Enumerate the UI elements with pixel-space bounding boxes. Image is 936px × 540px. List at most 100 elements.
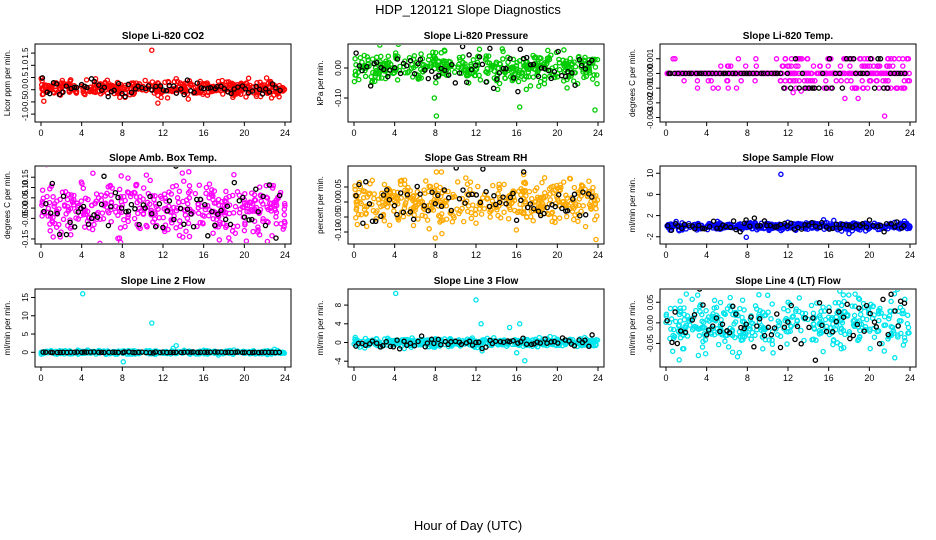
data-point: [857, 311, 864, 318]
reference-point: [494, 76, 500, 82]
data-point: [538, 55, 544, 62]
reference-point: [123, 208, 129, 215]
outlier-point: [842, 95, 848, 102]
reference-point: [178, 86, 184, 92]
data-point: [815, 70, 821, 77]
data-point: [810, 321, 817, 327]
data-point: [881, 348, 888, 354]
data-point: [568, 73, 574, 79]
reference-point: [142, 85, 149, 92]
reference-point: [363, 179, 369, 185]
data-point: [485, 53, 492, 59]
data-point: [416, 74, 423, 81]
data-point: [551, 214, 558, 221]
x-tick-label: 16: [512, 373, 522, 383]
data-point: [491, 68, 497, 74]
data-point: [898, 330, 904, 337]
reference-point: [380, 343, 386, 349]
x-tick-label: 0: [38, 250, 43, 260]
data-point: [714, 326, 720, 332]
data-point: [269, 232, 275, 239]
data-point: [401, 177, 408, 183]
reference-point: [410, 216, 417, 223]
data-point: [374, 208, 380, 214]
reference-point: [829, 85, 835, 91]
data-point: [580, 183, 586, 189]
data-point: [675, 328, 682, 335]
x-tick-label: 8: [433, 373, 438, 383]
y-tick-label: 0.05: [21, 189, 30, 205]
data-point: [838, 302, 845, 309]
reference-point: [132, 86, 139, 92]
data-point: [500, 48, 506, 55]
reference-point: [864, 70, 870, 77]
reference-point: [861, 328, 867, 334]
data-point: [65, 191, 72, 198]
data-point: [186, 169, 192, 175]
outlier-point: [431, 95, 438, 101]
data-point: [386, 187, 393, 193]
data-point: [482, 56, 489, 63]
figure-title: HDP_120121 Slope Diagnostics: [375, 2, 561, 17]
data-point: [676, 322, 682, 328]
reference-point: [197, 196, 204, 203]
data-point: [164, 95, 171, 101]
data-point: [759, 309, 766, 316]
data-point: [829, 316, 835, 323]
reference-point: [441, 187, 448, 193]
reference-point: [686, 285, 690, 289]
reference-point: [422, 67, 428, 73]
data-point: [593, 205, 599, 212]
x-tick-label: 20: [864, 250, 874, 260]
data-point: [166, 79, 172, 86]
reference-point: [122, 93, 128, 100]
data-point: [433, 79, 439, 86]
data-point: [805, 70, 812, 77]
data-point: [447, 210, 454, 216]
data-point: [264, 238, 271, 243]
data-point: [769, 341, 776, 348]
data-point: [196, 182, 203, 188]
reference-point: [466, 52, 472, 58]
reference-point: [538, 65, 545, 71]
reference-point: [492, 338, 499, 345]
data-point: [423, 178, 429, 184]
x-tick-label: 4: [79, 128, 84, 138]
reference-point: [480, 167, 486, 172]
reference-point: [356, 63, 363, 69]
reference-point: [784, 70, 791, 77]
data-point: [905, 78, 911, 84]
data-point: [203, 184, 210, 191]
y-tick-label: 0.00: [21, 200, 30, 216]
x-tick-label: 8: [120, 250, 125, 260]
data-point: [199, 220, 206, 226]
reference-point: [781, 324, 788, 330]
data-point: [552, 219, 558, 226]
data-point: [780, 63, 786, 69]
reference-point: [689, 317, 696, 323]
data-point: [871, 334, 878, 340]
data-point: [694, 78, 701, 84]
data-point: [99, 210, 106, 216]
reference-point: [224, 203, 231, 209]
outlier-point: [438, 169, 445, 175]
data-point: [697, 308, 703, 315]
reference-point: [147, 349, 153, 356]
data-point: [223, 79, 230, 85]
data-point: [756, 292, 762, 298]
reference-point: [262, 222, 269, 229]
chart-panel-4: Slope Amb. Box Temp.degrees C per min.0 4…: [3, 153, 292, 260]
reference-point: [582, 337, 588, 343]
data-point: [715, 341, 722, 348]
reference-point: [823, 85, 830, 91]
data-point: [699, 344, 706, 350]
x-tick-label: 0: [351, 373, 356, 383]
data-point: [41, 98, 47, 104]
data-points: [38, 291, 288, 365]
data-point: [670, 56, 676, 62]
data-point: [83, 77, 90, 83]
reference-point: [160, 87, 167, 93]
data-point: [439, 230, 445, 237]
data-points: [39, 167, 288, 243]
